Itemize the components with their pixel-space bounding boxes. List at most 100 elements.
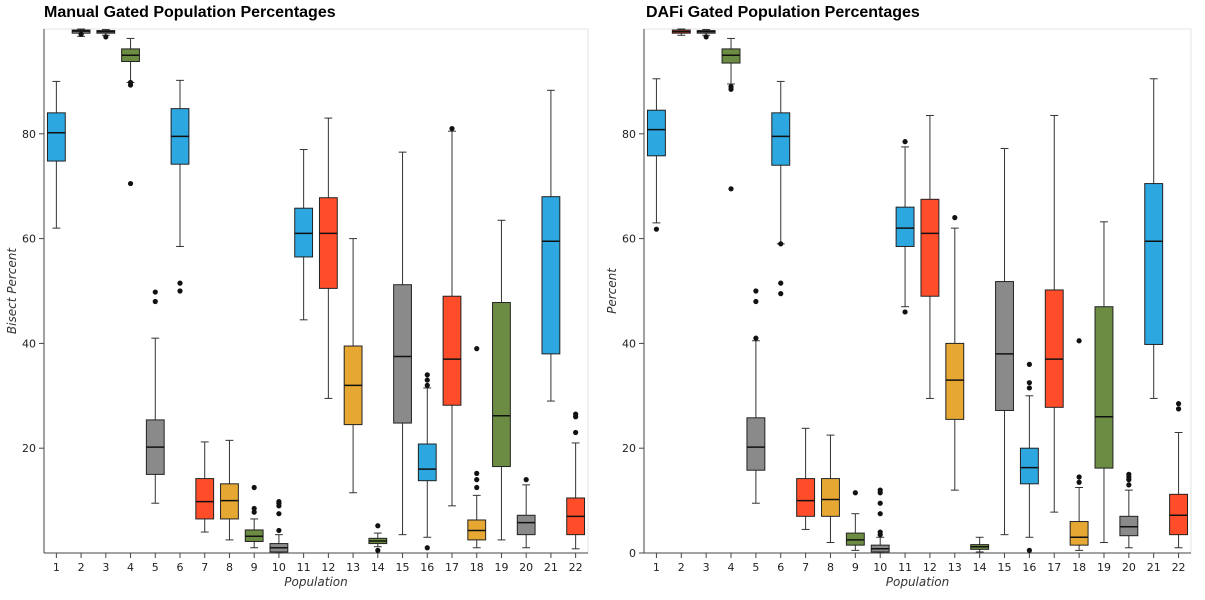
y-tick-label: 20 bbox=[622, 442, 636, 455]
x-tick-label: 2 bbox=[678, 561, 685, 574]
box-15 bbox=[995, 147, 1014, 536]
box-14 bbox=[970, 536, 990, 553]
outlier-point bbox=[877, 529, 883, 535]
box-8 bbox=[821, 434, 840, 544]
x-tick-label: 17 bbox=[445, 561, 459, 574]
x-tick-label: 7 bbox=[802, 561, 809, 574]
iqr-box bbox=[821, 478, 840, 517]
outlier-point bbox=[1026, 547, 1032, 553]
outlier-point bbox=[474, 477, 480, 483]
box-10 bbox=[870, 487, 890, 554]
x-tick-label: 19 bbox=[1097, 561, 1111, 574]
outlier-point bbox=[474, 470, 480, 476]
box-16 bbox=[417, 372, 437, 551]
outlier-point bbox=[375, 523, 381, 529]
outlier-point bbox=[952, 215, 958, 221]
outlier-point bbox=[177, 280, 183, 286]
iqr-box bbox=[895, 206, 915, 247]
iqr-box bbox=[796, 478, 816, 517]
box-10 bbox=[269, 499, 289, 554]
box-4 bbox=[121, 37, 140, 187]
box-11 bbox=[294, 149, 314, 321]
chart-title: DAFi Gated Population Percentages bbox=[646, 4, 920, 21]
iqr-box bbox=[1119, 515, 1139, 537]
outlier-point bbox=[1076, 474, 1082, 480]
outlier-point bbox=[753, 335, 759, 341]
x-tick-label: 11 bbox=[898, 561, 912, 574]
outlier-point bbox=[523, 477, 529, 483]
outlier-point bbox=[424, 382, 430, 388]
outlier-point bbox=[728, 186, 734, 192]
outlier-point bbox=[127, 180, 134, 187]
outlier-point bbox=[573, 429, 579, 436]
outlier-point bbox=[375, 547, 381, 553]
x-tick-label: 7 bbox=[201, 561, 208, 574]
outlier-point bbox=[424, 372, 430, 378]
x-tick-label: 4 bbox=[127, 561, 134, 574]
box-4 bbox=[721, 37, 741, 192]
y-tick-label: 60 bbox=[622, 233, 636, 246]
iqr-box bbox=[1069, 521, 1089, 546]
x-tick-label: 10 bbox=[873, 561, 887, 574]
iqr-box bbox=[516, 514, 536, 536]
y-tick-label: 40 bbox=[22, 337, 36, 350]
outlier-point bbox=[728, 84, 734, 90]
box-9 bbox=[244, 484, 264, 549]
outlier-point bbox=[449, 125, 455, 132]
iqr-box bbox=[318, 197, 338, 289]
x-axis-label: Population bbox=[886, 575, 949, 589]
outlier-point bbox=[251, 505, 257, 512]
box-17 bbox=[1044, 114, 1064, 513]
box-7 bbox=[195, 441, 215, 533]
box-2 bbox=[71, 28, 91, 37]
iqr-box bbox=[220, 483, 239, 520]
x-tick-label: 8 bbox=[827, 561, 834, 574]
box-6 bbox=[771, 80, 791, 297]
outlier-point bbox=[474, 484, 480, 491]
outlier-point bbox=[1126, 482, 1132, 488]
x-tick-label: 13 bbox=[948, 561, 962, 574]
outlier-point bbox=[1076, 338, 1082, 344]
iqr-box bbox=[294, 207, 314, 258]
x-tick-label: 3 bbox=[102, 561, 109, 574]
iqr-box bbox=[46, 112, 66, 162]
x-tick-label: 9 bbox=[251, 561, 258, 574]
iqr-box bbox=[920, 198, 940, 297]
box-1 bbox=[46, 80, 66, 229]
box-12 bbox=[920, 114, 940, 399]
iqr-box bbox=[442, 295, 462, 406]
x-tick-label: 20 bbox=[519, 561, 533, 574]
outlier-point bbox=[1126, 471, 1132, 477]
iqr-box bbox=[1019, 447, 1039, 485]
outlier-point bbox=[1026, 385, 1032, 391]
x-tick-label: 8 bbox=[226, 561, 233, 574]
box-11 bbox=[895, 139, 915, 315]
outlier-point bbox=[152, 289, 158, 295]
x-axis-label: Population bbox=[284, 575, 347, 589]
outlier-point bbox=[753, 288, 759, 294]
box-5 bbox=[145, 289, 165, 504]
box-22 bbox=[1169, 401, 1189, 549]
outlier-point bbox=[276, 527, 282, 534]
iqr-box bbox=[492, 302, 511, 468]
x-tick-label: 14 bbox=[973, 561, 987, 574]
iqr-box bbox=[945, 342, 965, 420]
box-21 bbox=[541, 89, 561, 402]
box-19 bbox=[1094, 221, 1114, 544]
y-tick-label: 20 bbox=[22, 442, 36, 455]
outlier-point bbox=[852, 490, 858, 496]
box-19 bbox=[492, 219, 511, 541]
x-tick-label: 12 bbox=[321, 561, 335, 574]
x-tick-label: 6 bbox=[177, 561, 184, 574]
iqr-box bbox=[845, 532, 865, 546]
x-tick-label: 21 bbox=[1147, 561, 1161, 574]
outlier-point bbox=[778, 241, 784, 247]
outlier-point bbox=[1026, 361, 1032, 367]
iqr-box bbox=[541, 196, 561, 355]
x-tick-label: 1 bbox=[653, 561, 660, 574]
outlier-point bbox=[653, 226, 660, 232]
x-tick-label: 2 bbox=[78, 561, 85, 574]
outlier-point bbox=[152, 298, 158, 305]
box-15 bbox=[393, 151, 412, 536]
